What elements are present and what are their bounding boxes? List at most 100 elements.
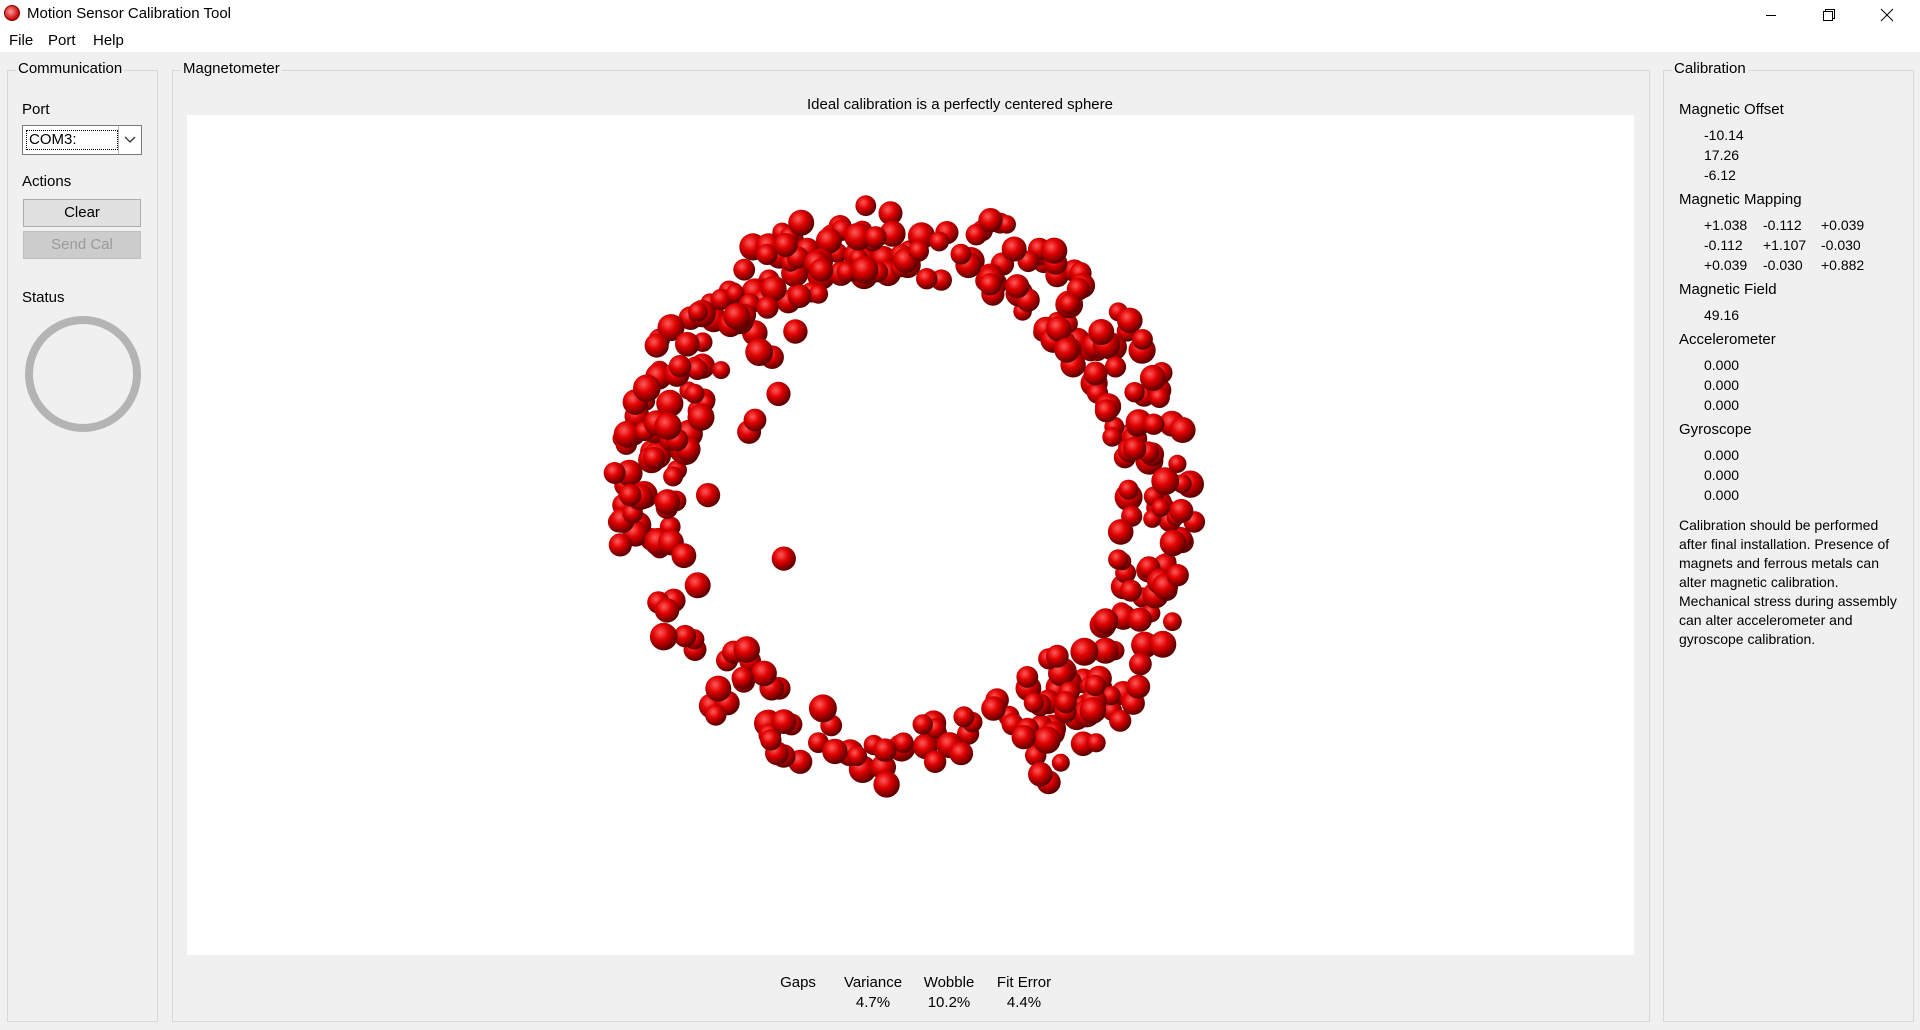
magnetometer-point: [950, 243, 972, 265]
magnetometer-point: [733, 258, 756, 281]
mapping-cell: +1.038: [1704, 217, 1748, 233]
magnetometer-caption: Ideal calibration is a perfectly centere…: [806, 96, 1113, 113]
magnetometer-point: [619, 483, 642, 507]
magnetometer-point: [657, 314, 685, 342]
menu-port[interactable]: Port: [48, 32, 76, 49]
magnetometer-point: [1118, 479, 1139, 500]
magnetometer-point: [696, 483, 721, 508]
magnetometer-point: [671, 543, 697, 569]
magnetometer-point: [916, 268, 938, 290]
port-select[interactable]: COM3:: [22, 125, 142, 155]
magnetometer-point: [1166, 564, 1189, 587]
magnetometer-point: [773, 233, 798, 257]
magnetometer-point: [1123, 436, 1147, 461]
port-label: Port: [22, 101, 50, 118]
status-label: Status: [22, 289, 65, 306]
gyro-y: 0.000: [1704, 467, 1740, 483]
magnetometer-point: [642, 446, 666, 470]
magnetometer-point: [1054, 691, 1077, 714]
magnetic-mapping-label: Magnetic Mapping: [1679, 191, 1802, 208]
magnetometer-point: [613, 420, 641, 448]
magnetometer-point: [1108, 549, 1129, 570]
magnetometer-point: [673, 624, 697, 648]
send-cal-button[interactable]: Send Cal: [23, 231, 141, 259]
wobble-metric: Wobble 10.2%: [917, 973, 981, 1013]
magnetometer-point: [929, 231, 950, 252]
magnetometer-point: [809, 258, 834, 282]
magnetometer-point: [815, 227, 842, 254]
offset-z: -6.12: [1704, 167, 1736, 183]
gaps-metric: Gaps: [772, 973, 824, 993]
mapping-cell: +0.039: [1704, 257, 1748, 273]
magnetometer-point: [787, 284, 812, 308]
magnetometer-point: [654, 412, 682, 440]
magnetometer-point: [1051, 753, 1070, 772]
magnetometer-point: [1070, 637, 1099, 666]
minimize-icon: [1766, 15, 1776, 16]
magnetometer-point: [712, 361, 731, 380]
magnetometer-point: [1033, 726, 1061, 754]
magnetometer-point: [978, 273, 1002, 296]
chevron-down-icon[interactable]: [118, 126, 141, 154]
magnetometer-point: [1104, 356, 1127, 378]
magnetometer-point: [723, 302, 751, 330]
restore-button[interactable]: [1800, 0, 1858, 30]
magnetometer-point: [760, 275, 787, 302]
magnetometer-point: [788, 209, 815, 236]
magnetometer-point: [760, 729, 782, 751]
magnetometer-point: [766, 381, 791, 406]
magnetometer-point: [1139, 364, 1166, 391]
magnetometer-point: [687, 403, 715, 431]
magnetometer-point: [684, 572, 711, 599]
mapping-cell: -0.030: [1821, 237, 1861, 253]
magnetometer-point: [1107, 519, 1134, 545]
close-icon: [1880, 8, 1894, 22]
magnetometer-point: [1169, 417, 1196, 443]
magnetometer-point: [808, 694, 837, 723]
magnetometer-point: [965, 223, 988, 246]
magnetometer-point: [923, 750, 947, 773]
accel-z: 0.000: [1704, 397, 1740, 413]
magnetometer-point: [1054, 337, 1080, 363]
red-sphere-icon: [4, 5, 20, 21]
status-ring-icon: [25, 316, 141, 432]
mapping-cell: -0.030: [1763, 257, 1803, 273]
magnetometer-point: [1011, 724, 1036, 750]
magnetometer-point: [864, 226, 887, 249]
mapping-cell: +1.107: [1763, 237, 1807, 253]
magnetometer-point: [1119, 579, 1142, 602]
magnetometer-point: [745, 338, 774, 366]
magnetometer-point: [873, 738, 897, 762]
variance-value: 4.7%: [855, 994, 891, 1011]
accel-x: 0.000: [1704, 357, 1740, 373]
close-button[interactable]: [1858, 0, 1916, 30]
menu-file[interactable]: File: [9, 32, 34, 49]
mapping-cell: -0.112: [1763, 217, 1802, 233]
magnetometer-point: [751, 660, 777, 687]
magnetometer-point: [1127, 607, 1152, 632]
magnetometer-point: [953, 706, 975, 728]
communication-panel: Communication: [7, 60, 158, 1022]
magnetometer-point: [603, 462, 626, 484]
variance-metric: Variance 4.7%: [838, 973, 908, 1013]
magnetometer-point: [654, 598, 680, 623]
magnetometer-point: [908, 240, 929, 261]
magnetometer-point: [668, 355, 692, 378]
magnetometer-point: [846, 745, 868, 767]
clear-button[interactable]: Clear: [23, 199, 141, 227]
magnetometer-point: [1168, 454, 1187, 473]
magnetometer-point: [1169, 498, 1194, 523]
magnetometer-point: [1028, 762, 1053, 787]
magnetometer-point: [1159, 529, 1187, 557]
magnetometer-point: [978, 208, 1003, 233]
menu-help[interactable]: Help: [93, 32, 124, 49]
magnetometer-point: [644, 333, 669, 358]
magnetometer-point: [1086, 733, 1106, 753]
magnetometer-canvas[interactable]: [187, 115, 1634, 955]
calibration-title: Calibration: [1672, 60, 1748, 77]
magnetometer-point: [949, 741, 974, 766]
minimize-button[interactable]: [1742, 0, 1800, 30]
magnetometer-point: [855, 195, 877, 217]
magnetometer-point: [1005, 274, 1030, 299]
magnetometer-point: [1045, 316, 1072, 342]
